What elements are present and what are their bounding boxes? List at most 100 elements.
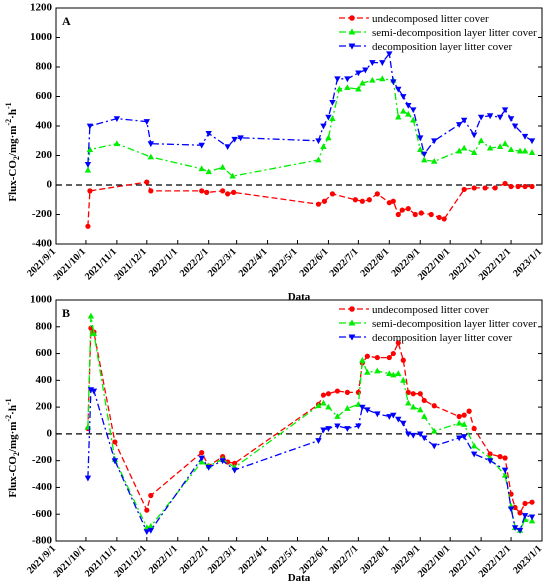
data-point — [364, 353, 370, 359]
data-point — [144, 179, 150, 185]
data-point — [421, 413, 428, 419]
data-point — [386, 354, 392, 361]
panel-label: B — [62, 306, 70, 320]
data-point — [355, 85, 362, 92]
data-point — [470, 451, 478, 458]
data-point — [229, 172, 236, 179]
data-point — [441, 216, 447, 222]
data-point — [112, 439, 118, 445]
data-point — [511, 123, 519, 130]
data-point — [390, 371, 397, 378]
x-tick-label: 2022/10/1 — [416, 543, 452, 579]
data-point — [395, 340, 401, 346]
data-point — [147, 522, 155, 529]
data-point — [147, 153, 155, 160]
series-line — [87, 52, 533, 165]
data-point — [455, 122, 463, 128]
data-point — [220, 188, 226, 194]
data-point — [436, 214, 442, 221]
data-point — [143, 119, 151, 125]
data-point — [329, 191, 336, 197]
data-point — [86, 123, 94, 130]
data-point — [359, 79, 366, 86]
data-point — [528, 149, 536, 155]
data-point — [231, 467, 238, 474]
data-point — [405, 206, 411, 212]
y-tick-label: 800 — [36, 320, 53, 332]
data-point — [334, 423, 341, 430]
data-point — [87, 188, 93, 194]
data-point — [362, 67, 369, 74]
data-point — [516, 147, 524, 154]
data-point — [315, 201, 322, 207]
legend-label: semi-decomposition layer litter cover — [372, 27, 537, 39]
data-point — [225, 191, 231, 197]
data-point — [405, 431, 412, 438]
series-decomposition-layer-litter-cover — [84, 51, 536, 168]
data-point — [374, 367, 381, 374]
y-tick-label: 1200 — [30, 2, 53, 14]
data-point — [143, 529, 151, 536]
data-point — [421, 397, 427, 404]
data-point — [511, 525, 519, 532]
data-point — [521, 513, 529, 519]
data-point — [315, 438, 322, 444]
data-point — [320, 143, 327, 150]
data-point — [455, 147, 463, 154]
data-point — [470, 149, 478, 155]
data-point — [198, 455, 205, 462]
data-point — [501, 471, 509, 478]
legend-marker — [349, 306, 355, 312]
data-point — [374, 411, 381, 418]
data-point — [410, 391, 416, 397]
series-line — [87, 326, 533, 515]
data-point — [386, 414, 393, 420]
data-point — [400, 94, 407, 100]
data-point — [395, 416, 402, 423]
data-point — [421, 151, 428, 158]
x-tick-label: 2021/12/1 — [112, 246, 148, 282]
data-point — [344, 84, 351, 91]
data-point — [486, 458, 494, 465]
y-tick-label: 0 — [47, 427, 53, 439]
data-point — [224, 144, 231, 151]
data-point — [144, 507, 150, 513]
data-point — [205, 464, 212, 471]
data-point — [492, 185, 498, 191]
data-point — [502, 455, 508, 461]
data-point — [455, 435, 463, 442]
legend-marker — [348, 28, 356, 35]
data-point — [336, 85, 343, 92]
data-point — [507, 506, 515, 513]
data-point — [84, 161, 92, 168]
data-point — [325, 426, 332, 432]
data-point — [400, 376, 407, 383]
data-point — [417, 431, 424, 438]
data-point — [390, 350, 396, 357]
data-point — [204, 189, 210, 195]
series-undecomposed-litter-cover — [85, 325, 535, 516]
data-point — [369, 76, 376, 83]
data-point — [320, 427, 327, 434]
data-point — [477, 137, 485, 144]
data-point — [466, 408, 472, 414]
y-tick-label: 0 — [47, 179, 53, 191]
plot-frame — [55, 299, 543, 542]
data-point — [410, 432, 417, 439]
data-point — [359, 356, 366, 363]
data-point — [320, 392, 327, 398]
data-point — [148, 492, 154, 499]
x-tick-label: 2022/12/1 — [477, 543, 513, 579]
data-point — [386, 200, 392, 206]
data-point — [487, 451, 493, 457]
data-point — [399, 207, 405, 213]
data-point — [512, 504, 518, 511]
data-point — [219, 163, 226, 170]
data-point — [482, 185, 488, 191]
x-tick-label: 2022/6/1 — [298, 246, 331, 279]
data-point — [379, 75, 386, 82]
data-point — [84, 475, 92, 482]
y-tick-label: 600 — [36, 90, 53, 102]
data-point — [231, 136, 238, 143]
data-point — [390, 79, 397, 86]
